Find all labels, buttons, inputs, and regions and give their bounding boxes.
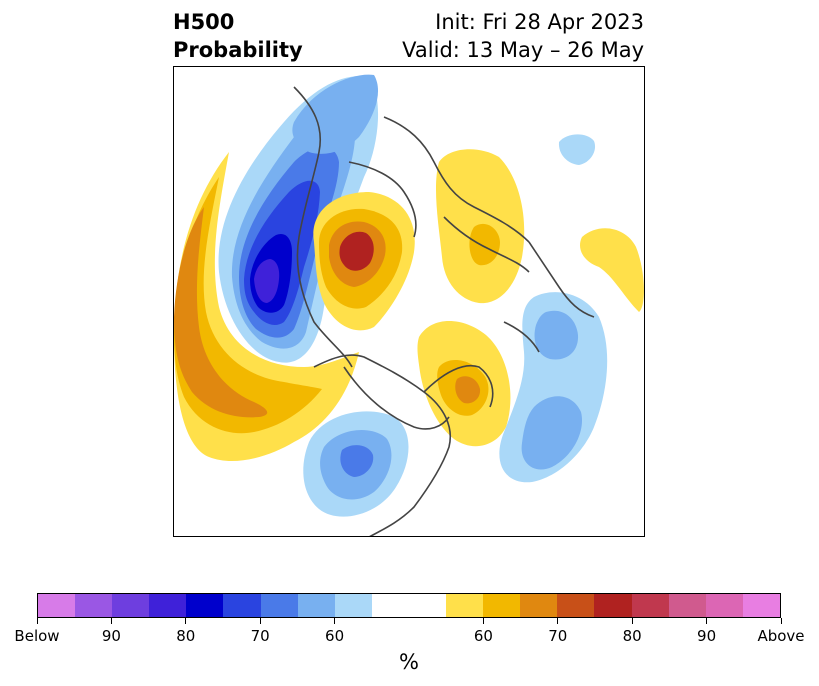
- colorbar-tick-label: 70: [548, 627, 568, 645]
- title-product: Probability: [173, 38, 303, 62]
- east-asia-coast: [528, 241, 595, 318]
- colorbar-segment: [557, 594, 595, 617]
- colorbar-segment: [38, 594, 76, 617]
- probability-map: [173, 66, 645, 537]
- colorbar-segment: [705, 594, 743, 617]
- colorbar-segment: [631, 594, 669, 617]
- pacific-above-anomaly: [174, 152, 359, 462]
- greenland-coast: [423, 365, 494, 408]
- colorbar-tick: [482, 618, 484, 624]
- east-asia-above-anomaly: [579, 228, 644, 312]
- europe-coast: [443, 216, 530, 273]
- colorbar-tick: [110, 618, 112, 624]
- colorbar-tick: [631, 618, 633, 624]
- map-title: H500 Probability: [173, 8, 303, 64]
- colorbar-segment: [594, 594, 632, 617]
- colorbar-tick-label: 90: [101, 627, 121, 645]
- colorbar-tick-label: 90: [697, 627, 717, 645]
- coastlines: [293, 86, 595, 536]
- siberia-below-anomaly: [558, 134, 596, 165]
- colorbar-tick-label: 70: [250, 627, 270, 645]
- colorbar-segment: [75, 594, 113, 617]
- alaska-above-anomaly: [313, 192, 415, 331]
- colorbar-unit: %: [399, 650, 419, 674]
- colorbar-segment: [149, 594, 187, 617]
- colorbar-tick: [557, 618, 559, 624]
- colorbar-tick-label: 80: [622, 627, 642, 645]
- colorbar-segment: [483, 594, 521, 617]
- colorbar-tick: [780, 618, 782, 624]
- title-variable: H500: [173, 10, 235, 34]
- colorbar-tick-label: Below: [14, 627, 60, 645]
- colorbar-tick: [36, 618, 38, 624]
- colorbar-tick-label: 60: [473, 627, 493, 645]
- colorbar-segment: [297, 594, 335, 617]
- colorbar-segment: [371, 594, 447, 617]
- colorbar-segment: [186, 594, 224, 617]
- north-america-west-coast: [293, 86, 353, 368]
- alaska-coast: [348, 161, 417, 238]
- north-america-east-coast: [313, 354, 451, 536]
- colorbar-tick-label: Above: [757, 627, 805, 645]
- colorbar: [37, 593, 781, 618]
- colorbar-tick: [259, 618, 261, 624]
- forecast-dates: Init: Fri 28 Apr 2023 Valid: 13 May – 26…: [402, 8, 644, 64]
- colorbar-tick: [185, 618, 187, 624]
- colorbar-tick-label: 60: [325, 627, 345, 645]
- colorbar-segment: [446, 594, 484, 617]
- scandinavia-coast: [503, 321, 540, 353]
- colorbar-segment: [112, 594, 150, 617]
- colorbar-segment: [742, 594, 780, 617]
- valid-period: Valid: 13 May – 26 May: [402, 38, 644, 62]
- greenland-above-anomaly: [417, 321, 511, 447]
- colorbar-segment: [260, 594, 298, 617]
- colorbar-segment: [520, 594, 558, 617]
- us-below-anomaly: [303, 411, 409, 517]
- colorbar-segment: [668, 594, 706, 617]
- init-date: Init: Fri 28 Apr 2023: [435, 10, 644, 34]
- atlantic-below-anomaly: [499, 292, 608, 483]
- colorbar-segment: [334, 594, 372, 617]
- hudson-bay: [343, 366, 450, 430]
- map-canvas: [174, 74, 644, 536]
- siberia-coast: [383, 116, 530, 243]
- colorbar-tick: [706, 618, 708, 624]
- colorbar-tick: [334, 618, 336, 624]
- canada-below-anomaly: [292, 74, 379, 154]
- colorbar-tick-label: 80: [176, 627, 196, 645]
- eurasia-above-anomaly: [435, 149, 525, 304]
- colorbar-segment: [223, 594, 261, 617]
